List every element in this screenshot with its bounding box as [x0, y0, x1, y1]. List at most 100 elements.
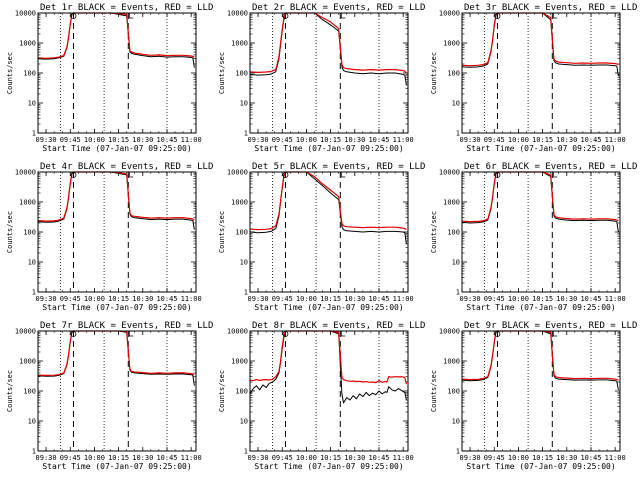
- events-series-line: [249, 171, 407, 244]
- y-tick-label: 10000: [15, 169, 36, 177]
- x-axis-label: Start Time (07-Jan-07 09:25:00): [42, 303, 191, 312]
- events-series-line: [461, 171, 619, 233]
- x-tick-label: 09:30: [248, 295, 269, 303]
- y-tick-label: 10: [452, 259, 460, 267]
- y-axis-label: Counts/sec: [218, 370, 226, 412]
- panel-4: Det 4r BLACK = Events, RED = LLD Counts/s…: [6, 162, 213, 312]
- x-tick-label: 10:00: [84, 454, 105, 462]
- x-tick-label: 10:45: [368, 295, 389, 303]
- x-tick-label: 09:30: [36, 454, 57, 462]
- bracket-marker: [128, 172, 134, 178]
- x-tick-label: 10:15: [320, 136, 341, 144]
- y-tick-label: 100: [447, 229, 460, 237]
- events-series-line: [37, 330, 195, 386]
- plot-frame: [249, 171, 409, 293]
- bracket-marker: [340, 172, 346, 178]
- x-axis-label: Start Time (07-Jan-07 09:25:00): [254, 462, 403, 471]
- x-tick-label: 10:15: [532, 295, 553, 303]
- x-tick-label: 10:15: [108, 454, 129, 462]
- x-tick-label: 10:30: [132, 136, 153, 144]
- y-tick-label: 10: [452, 100, 460, 108]
- x-tick-label: 09:30: [460, 295, 481, 303]
- y-axis-label: Counts/sec: [430, 52, 438, 94]
- lld-series-line: [37, 330, 195, 376]
- y-tick-label: 10000: [227, 169, 248, 177]
- y-tick-label: 1000: [231, 199, 248, 207]
- x-tick-label: 09:45: [484, 454, 505, 462]
- plot-frame: [249, 330, 409, 452]
- x-tick-label: 10:15: [532, 136, 553, 144]
- y-tick-label: 10: [28, 418, 36, 426]
- lld-series-line: [249, 171, 407, 231]
- y-tick-label: 100: [447, 70, 460, 78]
- plot-frame: [37, 171, 197, 293]
- y-tick-label: 10000: [15, 10, 36, 18]
- y-tick-label: 1000: [443, 199, 460, 207]
- y-axis-label: Counts/sec: [6, 211, 14, 253]
- plot-frame: [461, 171, 621, 293]
- y-tick-label: 10000: [15, 328, 36, 336]
- bracket-marker: [552, 331, 558, 337]
- y-tick-label: 10: [28, 100, 36, 108]
- x-axis-label: Start Time (07-Jan-07 09:25:00): [466, 144, 615, 153]
- lld-series-line: [249, 330, 407, 385]
- x-tick-label: 11:00: [393, 295, 414, 303]
- y-axis-label: Counts/sec: [218, 211, 226, 253]
- y-tick-label: 10000: [439, 169, 460, 177]
- x-tick-label: 10:15: [532, 454, 553, 462]
- x-tick-label: 10:00: [296, 454, 317, 462]
- x-axis-label: Start Time (07-Jan-07 09:25:00): [254, 303, 403, 312]
- x-tick-label: 10:00: [508, 295, 529, 303]
- panel-title: Det 4r BLACK = Events, RED = LLD: [40, 162, 213, 172]
- y-tick-label: 100: [235, 388, 248, 396]
- y-tick-label: 100: [23, 70, 36, 78]
- panel-title: Det 7r BLACK = Events, RED = LLD: [40, 321, 213, 331]
- panel-6: Det 6r BLACK = Events, RED = LLD Counts/s…: [430, 162, 637, 312]
- y-tick-label: 1: [244, 289, 248, 297]
- y-tick-label: 1000: [443, 358, 460, 366]
- y-tick-label: 1000: [19, 199, 36, 207]
- y-tick-label: 10: [240, 259, 248, 267]
- y-tick-label: 100: [235, 70, 248, 78]
- y-tick-label: 1: [244, 130, 248, 138]
- bracket-marker: [552, 172, 558, 178]
- bracket-marker: [340, 331, 346, 337]
- x-tick-label: 10:30: [556, 136, 577, 144]
- y-tick-label: 10000: [439, 10, 460, 18]
- panel-title: Det 3r BLACK = Events, RED = LLD: [464, 3, 637, 13]
- events-series-line: [461, 12, 619, 76]
- x-tick-label: 09:45: [60, 295, 81, 303]
- x-tick-label: 10:00: [508, 454, 529, 462]
- bracket-marker: [552, 13, 558, 19]
- panel-3: Det 3r BLACK = Events, RED = LLD Counts/s…: [430, 3, 637, 153]
- y-tick-label: 100: [447, 388, 460, 396]
- plot-frame: [461, 330, 621, 452]
- y-tick-label: 10: [452, 418, 460, 426]
- y-tick-label: 1: [32, 130, 36, 138]
- panel-8: Det 8r BLACK = Events, RED = LLD Counts/s…: [218, 321, 425, 471]
- x-tick-label: 09:45: [272, 295, 293, 303]
- x-tick-label: 10:00: [296, 295, 317, 303]
- x-tick-label: 09:45: [272, 454, 293, 462]
- x-tick-label: 09:30: [460, 136, 481, 144]
- x-tick-label: 09:30: [36, 295, 57, 303]
- x-tick-label: 10:45: [580, 136, 601, 144]
- x-tick-label: 10:30: [556, 295, 577, 303]
- panel-title: Det 5r BLACK = Events, RED = LLD: [252, 162, 425, 172]
- x-tick-label: 10:15: [320, 454, 341, 462]
- y-tick-label: 10: [28, 259, 36, 267]
- x-tick-label: 09:45: [60, 136, 81, 144]
- y-tick-label: 1000: [19, 358, 36, 366]
- panel-9: Det 9r BLACK = Events, RED = LLD Counts/s…: [430, 321, 637, 471]
- panel-title: Det 2r BLACK = Events, RED = LLD: [252, 3, 425, 13]
- x-tick-label: 09:30: [248, 454, 269, 462]
- plot-frame: [37, 330, 197, 452]
- events-series-line: [37, 171, 195, 230]
- lld-series-line: [461, 12, 619, 67]
- panel-title: Det 8r BLACK = Events, RED = LLD: [252, 321, 425, 331]
- events-series-line: [249, 12, 407, 85]
- x-tick-label: 10:30: [344, 136, 365, 144]
- y-tick-label: 1: [32, 448, 36, 456]
- x-tick-label: 10:45: [156, 136, 177, 144]
- y-tick-label: 100: [235, 229, 248, 237]
